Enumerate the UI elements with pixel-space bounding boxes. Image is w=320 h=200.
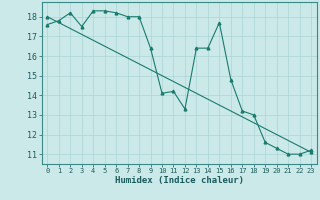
X-axis label: Humidex (Indice chaleur): Humidex (Indice chaleur) [115,176,244,185]
